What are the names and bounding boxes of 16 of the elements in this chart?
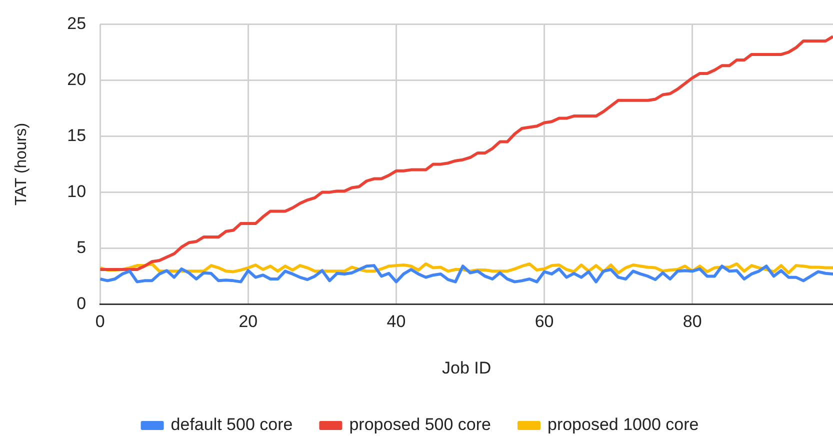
- x-tick-label: 20: [238, 312, 258, 332]
- legend-label: default 500 core: [170, 415, 293, 434]
- legend-label: proposed 1000 core: [547, 415, 699, 434]
- y-axis-title: TAT (hours): [13, 122, 30, 206]
- y-tick-label: 10: [67, 182, 86, 201]
- y-tick-label: 25: [67, 14, 86, 33]
- x-tick-label: 80: [682, 312, 702, 332]
- x-axis-title: Job ID: [442, 358, 492, 378]
- y-tick-label: 15: [67, 126, 86, 145]
- legend-label: proposed 500 core: [349, 415, 491, 434]
- x-tick-label: 0: [95, 312, 105, 332]
- x-tick-label: 40: [386, 312, 406, 332]
- x-tick-label: 60: [534, 312, 554, 332]
- y-tick-label: 20: [67, 70, 86, 89]
- y-tick-label: 5: [76, 238, 86, 257]
- y-tick-label: 0: [76, 294, 86, 313]
